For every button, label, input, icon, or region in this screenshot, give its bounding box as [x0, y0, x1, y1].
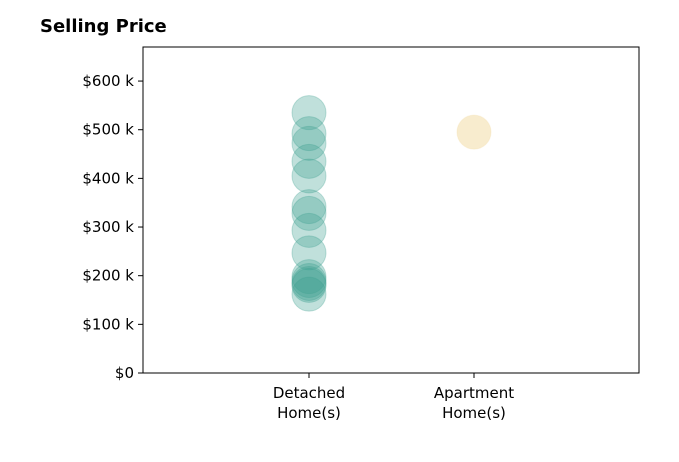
y-tick-label: $400 k [82, 169, 134, 187]
data-points [291, 95, 492, 312]
data-point [291, 235, 327, 271]
data-point [291, 212, 327, 248]
data-point [291, 143, 327, 179]
y-axis: $0 $100 k $200 k $300 k $400 k $500 k $600 k [82, 72, 143, 382]
data-point [291, 265, 327, 301]
y-tick-label: $100 k [82, 315, 134, 333]
data-point [291, 267, 327, 303]
data-point [291, 158, 327, 194]
plot-frame [142, 46, 640, 374]
y-tick-label: $600 k [82, 72, 134, 90]
x-axis: Detached Home(s) Apartment Home(s) [273, 373, 514, 422]
data-point [291, 189, 327, 225]
x-tick-label: Detached Home(s) [273, 384, 345, 422]
chart-title: Selling Price [40, 16, 167, 37]
y-tick-label: $200 k [82, 267, 134, 285]
data-point [291, 259, 327, 295]
y-tick-label: $0 [115, 364, 134, 382]
data-point [291, 195, 327, 231]
y-tick-label: $300 k [82, 218, 134, 236]
data-point [291, 95, 327, 131]
y-tick-label: $500 k [82, 121, 134, 139]
data-point [291, 116, 327, 152]
data-point [291, 125, 327, 161]
data-point [456, 114, 492, 150]
data-point [291, 263, 327, 299]
data-point [291, 276, 327, 312]
x-tick-label: Apartment Home(s) [434, 384, 514, 422]
